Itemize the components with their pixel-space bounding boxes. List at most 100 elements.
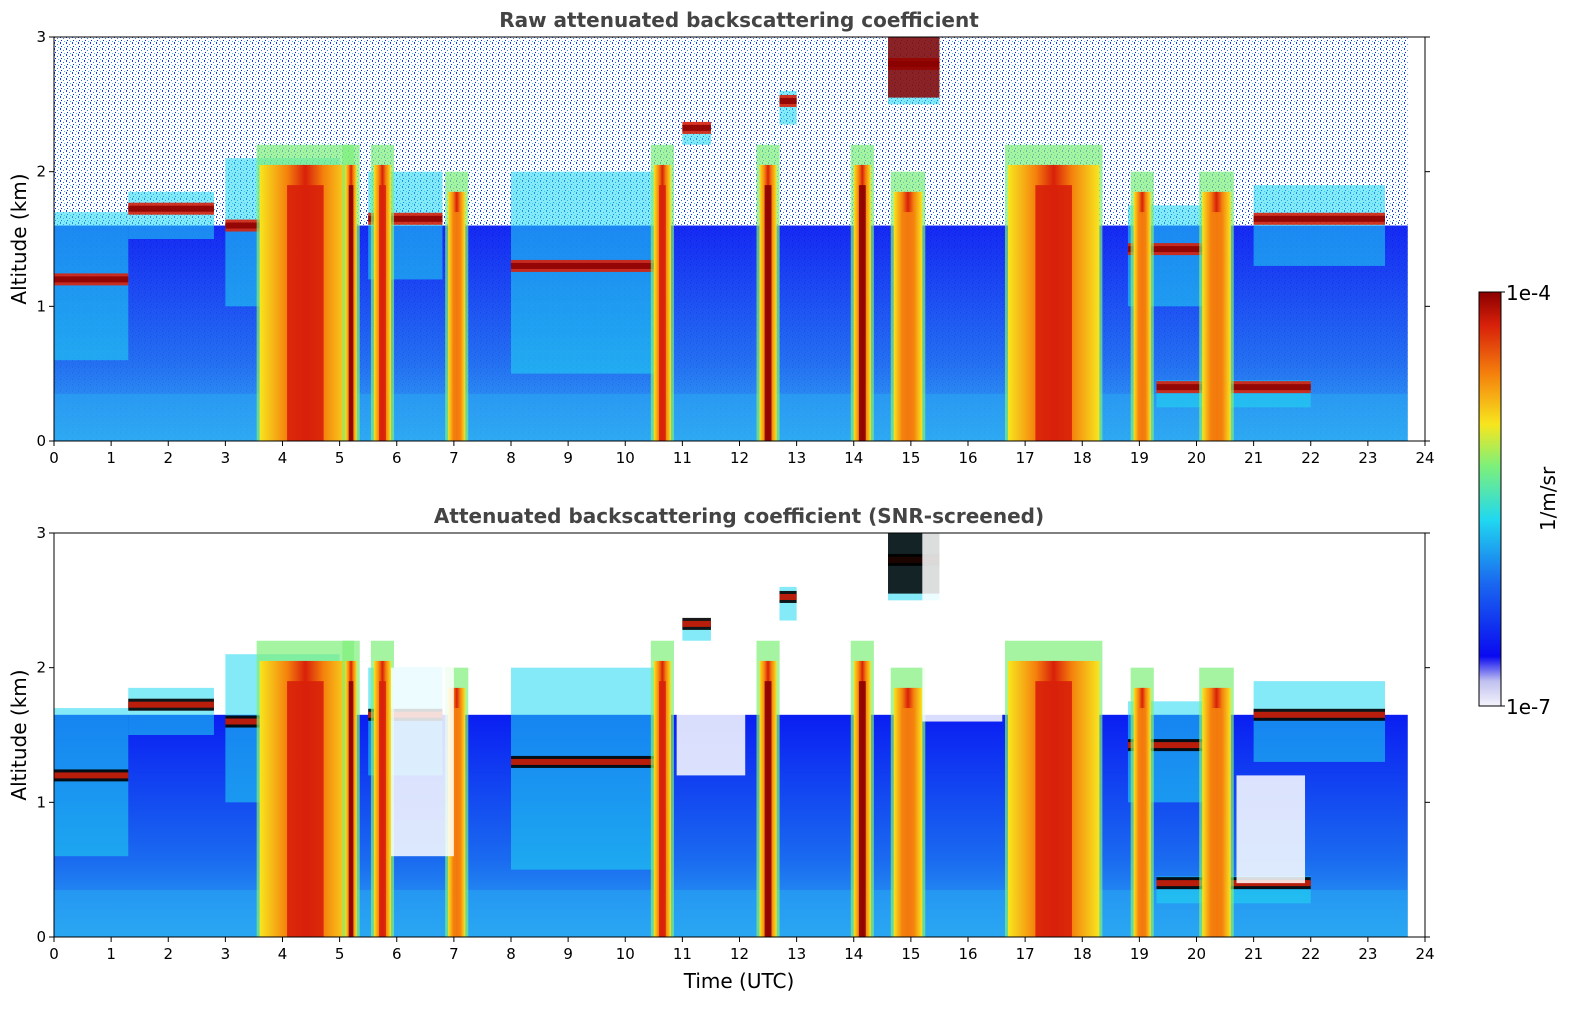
y-axis-label: Altitude (km) [7,669,31,800]
x-tick-label: 4 [278,945,288,963]
x-tick-label: 24 [1415,945,1434,963]
cloud-layer-peak [128,205,214,212]
precip-column-core [453,708,461,937]
x-tick-label: 20 [1187,945,1206,963]
x-tick-label: 12 [730,945,749,963]
precip-column-core [858,681,866,937]
precip-column-core [1035,681,1072,937]
x-tick-label: 2 [163,449,173,467]
no-data-region [1407,37,1425,441]
cloud-layer-peak [682,620,711,627]
x-tick-label: 4 [278,449,288,467]
precip-column-core [764,681,772,937]
cloud-layer-halo [511,171,666,374]
x-tick-label: 13 [787,449,806,467]
x-tick-label: 3 [221,449,231,467]
colorbar-unit-label: 1/m/sr [1536,466,1560,531]
x-tick-label: 6 [392,945,402,963]
x-tick-label: 2 [163,945,173,963]
x-tick-label: 16 [958,945,977,963]
precip-column-core [902,212,914,441]
precip-column-core [658,185,666,441]
cloud-layer-peak [1253,215,1386,222]
y-tick-label: 2 [36,163,46,181]
screened-gap [391,667,454,857]
cloud-layer-peak [682,124,711,131]
x-tick-label: 5 [335,945,345,963]
x-tick-label: 9 [563,449,573,467]
y-tick-label: 0 [36,928,46,946]
precip-column-core [764,185,772,441]
cloud-layer-peak [54,276,129,283]
y-tick-label: 1 [36,297,46,315]
raw-heatmap [54,37,1425,441]
precip-column-core [858,185,866,441]
screened-gap [676,667,746,776]
cloud-layer-peak [54,772,129,779]
y-tick-label: 3 [36,28,46,46]
precip-column-core [348,185,354,441]
colorbar-gradient [1478,291,1502,707]
precip-column-core [348,681,354,937]
x-tick-label: 14 [844,945,863,963]
snr-screened-panel: Attenuated backscattering coefficient (S… [7,504,1435,993]
cloud-layer-halo [54,212,129,361]
precip-column-core [1035,185,1072,441]
x-tick-label: 22 [1301,945,1320,963]
x-tick-label: 1 [106,945,116,963]
colorbar-min-label: 1e-7 [1506,695,1551,719]
cloud-layer-peak [511,262,666,269]
panel-title-snr: Attenuated backscattering coefficient (S… [434,504,1044,528]
cloud-layer-halo [1253,681,1386,762]
cloud-layer-peak [779,593,797,600]
x-tick-label: 12 [730,449,749,467]
y-ticks: 0 1 2 3 [36,28,1430,450]
no-data-region [1407,533,1425,937]
cloud-layer-halo [54,708,129,857]
cloud-layer-peak [368,215,443,222]
cloud-layer-peak [1127,246,1231,253]
precip-column-core [379,185,386,441]
cloud-layer-peak [779,97,797,104]
x-tick-label: 24 [1415,449,1434,467]
cloud-layer-peak [511,758,666,765]
x-tick-label: 0 [49,945,59,963]
x-tick-label: 3 [221,945,231,963]
y-ticks: 0 1 2 3 [36,524,1430,946]
cloud-layer-halo [511,667,666,870]
x-tick-label: 18 [1073,449,1092,467]
x-tick-label: 21 [1244,449,1263,467]
y-tick-label: 0 [36,432,46,450]
x-tick-label: 10 [616,945,635,963]
y-tick-label: 2 [36,659,46,677]
x-tick-label: 19 [1130,945,1149,963]
x-tick-label: 8 [506,945,516,963]
raw-backscatter-panel: Raw attenuated backscattering coefficien… [7,8,1435,467]
x-tick-label: 10 [616,449,635,467]
x-tick-label: 20 [1187,449,1206,467]
x-tick-label: 15 [901,945,920,963]
y-tick-label: 3 [36,524,46,542]
x-tick-label: 22 [1301,449,1320,467]
x-tick-label: 23 [1358,449,1377,467]
screened-gap [922,533,1003,722]
cloud-layer-peak [1127,742,1231,749]
precip-column-core [379,681,386,937]
colorbar-max-label: 1e-4 [1506,281,1551,305]
precip-column-core [1210,212,1223,441]
cloud-layer-halo [128,191,214,239]
x-ticks: 0 1 2 3 4 5 6 7 8 9 10 11 12 13 14 15 16 17 18 19 20 21 22 23 24 [49,441,1435,467]
x-tick-label: 6 [392,449,402,467]
x-tick-label: 7 [449,449,459,467]
cloud-layer-peak [1253,711,1386,718]
x-tick-label: 18 [1073,945,1092,963]
x-tick-label: 1 [106,449,116,467]
y-tick-label: 1 [36,793,46,811]
snr-heatmap [54,533,1425,937]
upper-cloud [888,37,940,98]
precip-column-core [1138,708,1146,937]
panel-title-raw: Raw attenuated backscattering coefficien… [499,8,979,32]
x-ticks: 0 1 2 3 4 5 6 7 8 9 10 11 12 13 14 15 16 17 18 19 20 21 22 23 24 [49,937,1435,963]
x-tick-label: 16 [958,449,977,467]
